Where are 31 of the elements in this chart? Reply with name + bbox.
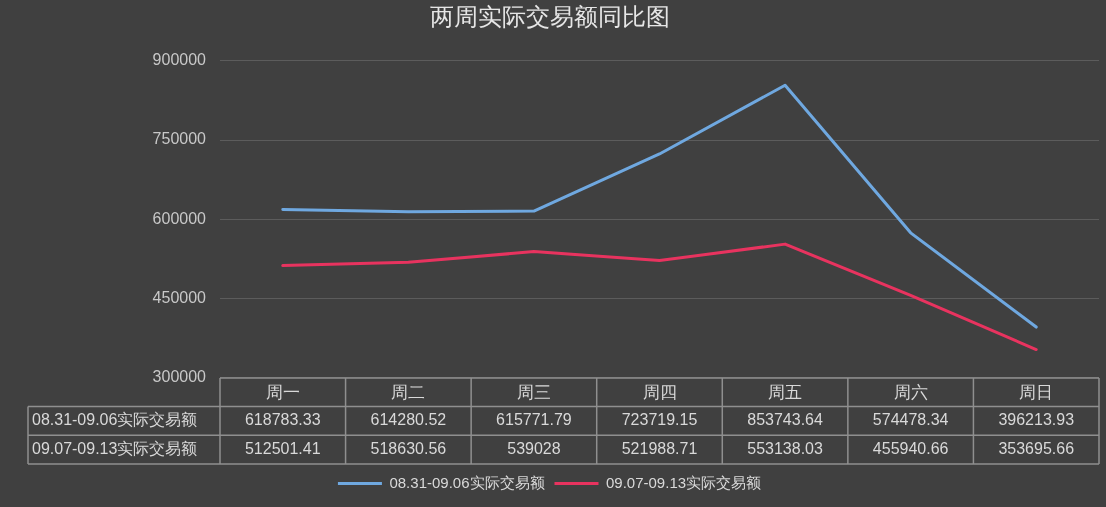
data-label: 455940.66 [872, 440, 949, 458]
data-label: 853743.64 [747, 411, 823, 429]
data-label: 521988.71 [621, 440, 698, 458]
data-label: 518630.56 [370, 440, 447, 458]
data-label: 574478.34 [872, 411, 949, 429]
data-label: 618783.33 [244, 411, 321, 429]
legend-label: 08.31-09.06实际交易额 [389, 473, 545, 491]
data-label: 396213.93 [998, 411, 1075, 429]
x-tick-label: 周四 [642, 382, 677, 402]
y-tick-label: 750000 [152, 130, 207, 148]
x-tick-label: 周六 [893, 382, 928, 402]
legend-label: 09.07-09.13实际交易额 [606, 473, 762, 491]
data-label: 539028 [507, 440, 561, 458]
data-label: 512501.41 [244, 440, 321, 458]
text: 09.07-09.13实际交易额 [32, 440, 198, 458]
y-tick-label: 450000 [152, 289, 207, 307]
chart-title: 两周实际交易额同比图 [429, 3, 670, 30]
x-tick-label: 周五 [768, 382, 803, 402]
data-label: 553138.03 [747, 440, 823, 458]
x-tick-label: 周一 [265, 382, 300, 402]
data-label: 353695.66 [998, 440, 1075, 458]
y-tick-label: 900000 [152, 51, 207, 69]
text: 08.31-09.06实际交易额 [32, 411, 198, 429]
data-label: 615771.79 [496, 411, 572, 429]
data-label: 723719.15 [621, 411, 698, 429]
x-tick-label: 周三 [516, 382, 551, 402]
y-tick-label: 300000 [152, 368, 207, 386]
y-tick-label: 600000 [152, 209, 207, 227]
x-tick-label: 周日 [1019, 382, 1054, 402]
x-tick-label: 周二 [391, 382, 426, 402]
data-label: 614280.52 [370, 411, 447, 429]
